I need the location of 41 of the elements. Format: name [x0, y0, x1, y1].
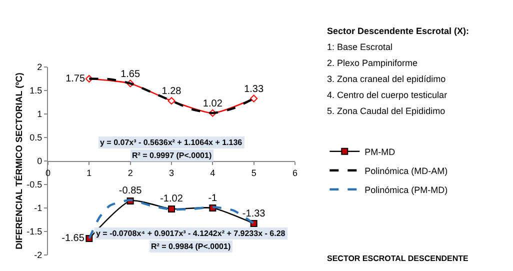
data-label: 1.28	[162, 86, 182, 98]
data-label: 1.65	[120, 68, 140, 80]
text: Sector Descendente Escrotal (X):	[327, 26, 470, 36]
data-label: -1.02	[160, 194, 184, 205]
x-axis-title: SECTOR ESCROTAL DESCENDENTE	[327, 254, 470, 263]
y-tick-label: 1	[37, 109, 42, 120]
annotation: R² = 0.9984 (P<.0001)	[151, 242, 231, 251]
legend-label: Polinómica (PM-MD)	[364, 184, 448, 195]
legend-label: Polinómica (MD-AM)	[364, 166, 448, 176]
data-label: -1.65	[62, 233, 85, 244]
data-label: 1.02	[202, 98, 223, 110]
text: 3. Zona craneal del epidídimo	[327, 74, 446, 84]
y-tick-label: -0.5	[26, 180, 42, 190]
x-tick-label: 1	[86, 168, 92, 178]
data-label: 1.33	[244, 84, 264, 95]
text: 4. Centro del cuerpo testicular	[327, 90, 448, 100]
text: 5. Zona Caudal del Epididimo	[327, 106, 446, 116]
y-tick-label: -1	[34, 203, 42, 214]
x-tick-label: 5	[251, 168, 256, 178]
annotation: y = 0.07x³ - 0.5636x² + 1.1064x + 1.136	[100, 138, 243, 147]
text: 2. Plexo Pampiniforme	[327, 58, 418, 68]
x-tick-label: 6	[292, 168, 298, 178]
y-tick-label: -2	[34, 250, 42, 260]
y-tick-label: 2	[37, 62, 42, 72]
text: 1: Base Escrotal	[327, 42, 393, 52]
data-label: -0.85	[118, 186, 142, 197]
x-tick-label: 2	[128, 168, 133, 178]
data-label: -1	[208, 192, 218, 204]
x-tick-label: 3	[168, 168, 174, 178]
annotation: R² = 0.9997 (P<.0001)	[132, 151, 212, 160]
data-label: -1.33	[242, 208, 266, 220]
data-label: 1.75	[66, 73, 86, 84]
x-tick-label: 4	[210, 168, 216, 178]
x-tick-label: 0	[45, 168, 51, 178]
annotation: y = -0.0708x⁴ + 0.9017x³ - 4.1242x² + 7.9233x - 6.28	[96, 229, 286, 238]
y-axis-title: DIFERENCIAL TÉRMICO SECTORIAL (ºC)	[14, 72, 24, 250]
y-tick-label: 1.5	[30, 86, 42, 96]
y-tick-label: 0	[37, 156, 42, 166]
y-tick-label: 0.5	[30, 132, 42, 143]
legend-label: PM-MD	[364, 146, 396, 157]
y-tick-label: -1.5	[26, 226, 42, 237]
